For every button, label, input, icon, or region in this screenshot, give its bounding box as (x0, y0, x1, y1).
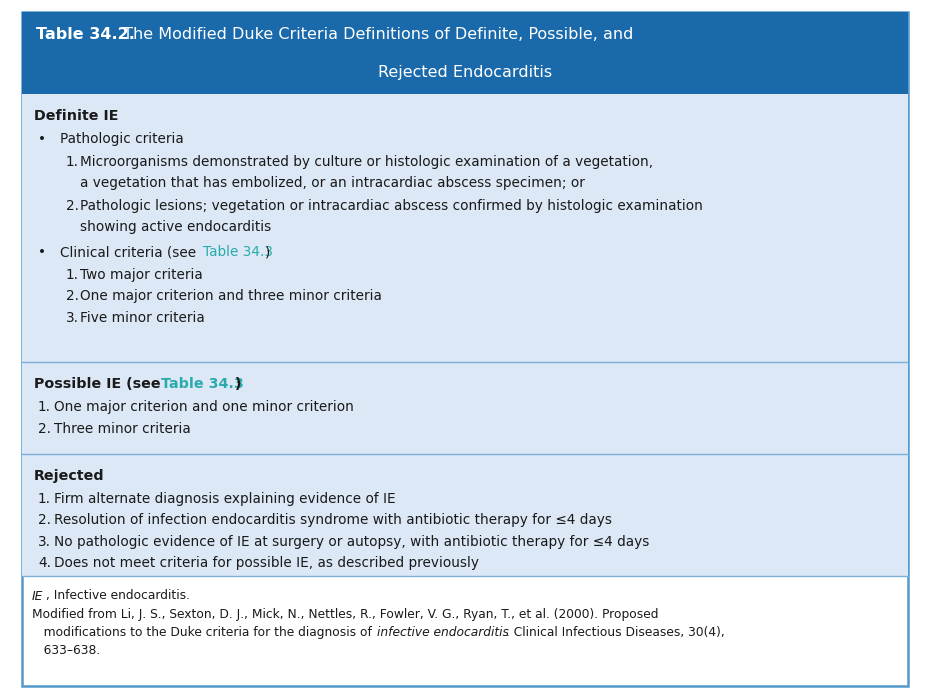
Text: Table 34.3: Table 34.3 (161, 377, 244, 391)
Text: The Modified Duke Criteria Definitions of Definite, Possible, and: The Modified Duke Criteria Definitions o… (118, 27, 633, 43)
Text: 3.: 3. (38, 535, 51, 549)
Text: 2.: 2. (38, 422, 51, 436)
Text: Modified from Li, J. S., Sexton, D. J., Mick, N., Nettles, R., Fowler, V. G., Ry: Modified from Li, J. S., Sexton, D. J., … (32, 609, 658, 621)
FancyBboxPatch shape (22, 454, 908, 576)
Text: , Infective endocarditis.: , Infective endocarditis. (46, 590, 190, 602)
Text: Clinical criteria (see: Clinical criteria (see (60, 245, 201, 259)
Text: Does not meet criteria for possible IE, as described previously: Does not meet criteria for possible IE, … (54, 556, 479, 570)
Text: Possible IE (see: Possible IE (see (34, 377, 166, 391)
Text: showing active endocarditis: showing active endocarditis (80, 221, 272, 235)
Text: Two major criteria: Two major criteria (80, 267, 203, 282)
Text: 1.: 1. (38, 491, 51, 505)
Text: Firm alternate diagnosis explaining evidence of IE: Firm alternate diagnosis explaining evid… (54, 491, 395, 505)
Text: Table 34.3: Table 34.3 (203, 245, 272, 259)
Text: Table 34.2.: Table 34.2. (36, 27, 135, 43)
Text: 3.: 3. (66, 311, 79, 325)
Text: 1.: 1. (66, 267, 79, 282)
Text: Pathologic criteria: Pathologic criteria (60, 132, 184, 146)
Text: Three minor criteria: Three minor criteria (54, 422, 191, 436)
Text: a vegetation that has embolized, or an intracardiac abscess specimen; or: a vegetation that has embolized, or an i… (80, 177, 585, 191)
Text: One major criterion and one minor criterion: One major criterion and one minor criter… (54, 400, 354, 414)
Text: 2.: 2. (38, 513, 51, 527)
Text: Resolution of infection endocarditis syndrome with antibiotic therapy for ≤4 day: Resolution of infection endocarditis syn… (54, 513, 612, 527)
Text: 4.: 4. (38, 556, 51, 570)
Text: 1.: 1. (38, 400, 51, 414)
Text: 2.: 2. (66, 199, 79, 213)
Text: modifications to the Duke criteria for the diagnosis of: modifications to the Duke criteria for t… (32, 626, 376, 639)
Text: One major criterion and three minor criteria: One major criterion and three minor crit… (80, 289, 382, 303)
Text: Five minor criteria: Five minor criteria (80, 311, 205, 325)
Text: 633–638.: 633–638. (32, 644, 100, 657)
Text: •: • (38, 245, 46, 259)
Text: infective endocarditis: infective endocarditis (378, 626, 509, 639)
FancyBboxPatch shape (22, 12, 908, 94)
Text: Rejected Endocarditis: Rejected Endocarditis (378, 65, 552, 80)
FancyBboxPatch shape (22, 12, 908, 686)
FancyBboxPatch shape (22, 362, 908, 454)
Text: ): ) (235, 377, 242, 391)
Text: IE: IE (32, 590, 44, 602)
Text: Microorganisms demonstrated by culture or histologic examination of a vegetation: Microorganisms demonstrated by culture o… (80, 155, 653, 169)
Text: 1.: 1. (66, 155, 79, 169)
Text: No pathologic evidence of IE at surgery or autopsy, with antibiotic therapy for : No pathologic evidence of IE at surgery … (54, 535, 649, 549)
Text: 2.: 2. (66, 289, 79, 303)
Text: Rejected: Rejected (34, 469, 104, 483)
Text: •: • (38, 132, 46, 146)
Text: Pathologic lesions; vegetation or intracardiac abscess confirmed by histologic e: Pathologic lesions; vegetation or intrac… (80, 199, 703, 213)
Text: . Clinical Infectious Diseases, 30(4),: . Clinical Infectious Diseases, 30(4), (506, 626, 724, 639)
Text: Definite IE: Definite IE (34, 109, 118, 123)
Text: ): ) (265, 245, 270, 259)
FancyBboxPatch shape (22, 94, 908, 362)
